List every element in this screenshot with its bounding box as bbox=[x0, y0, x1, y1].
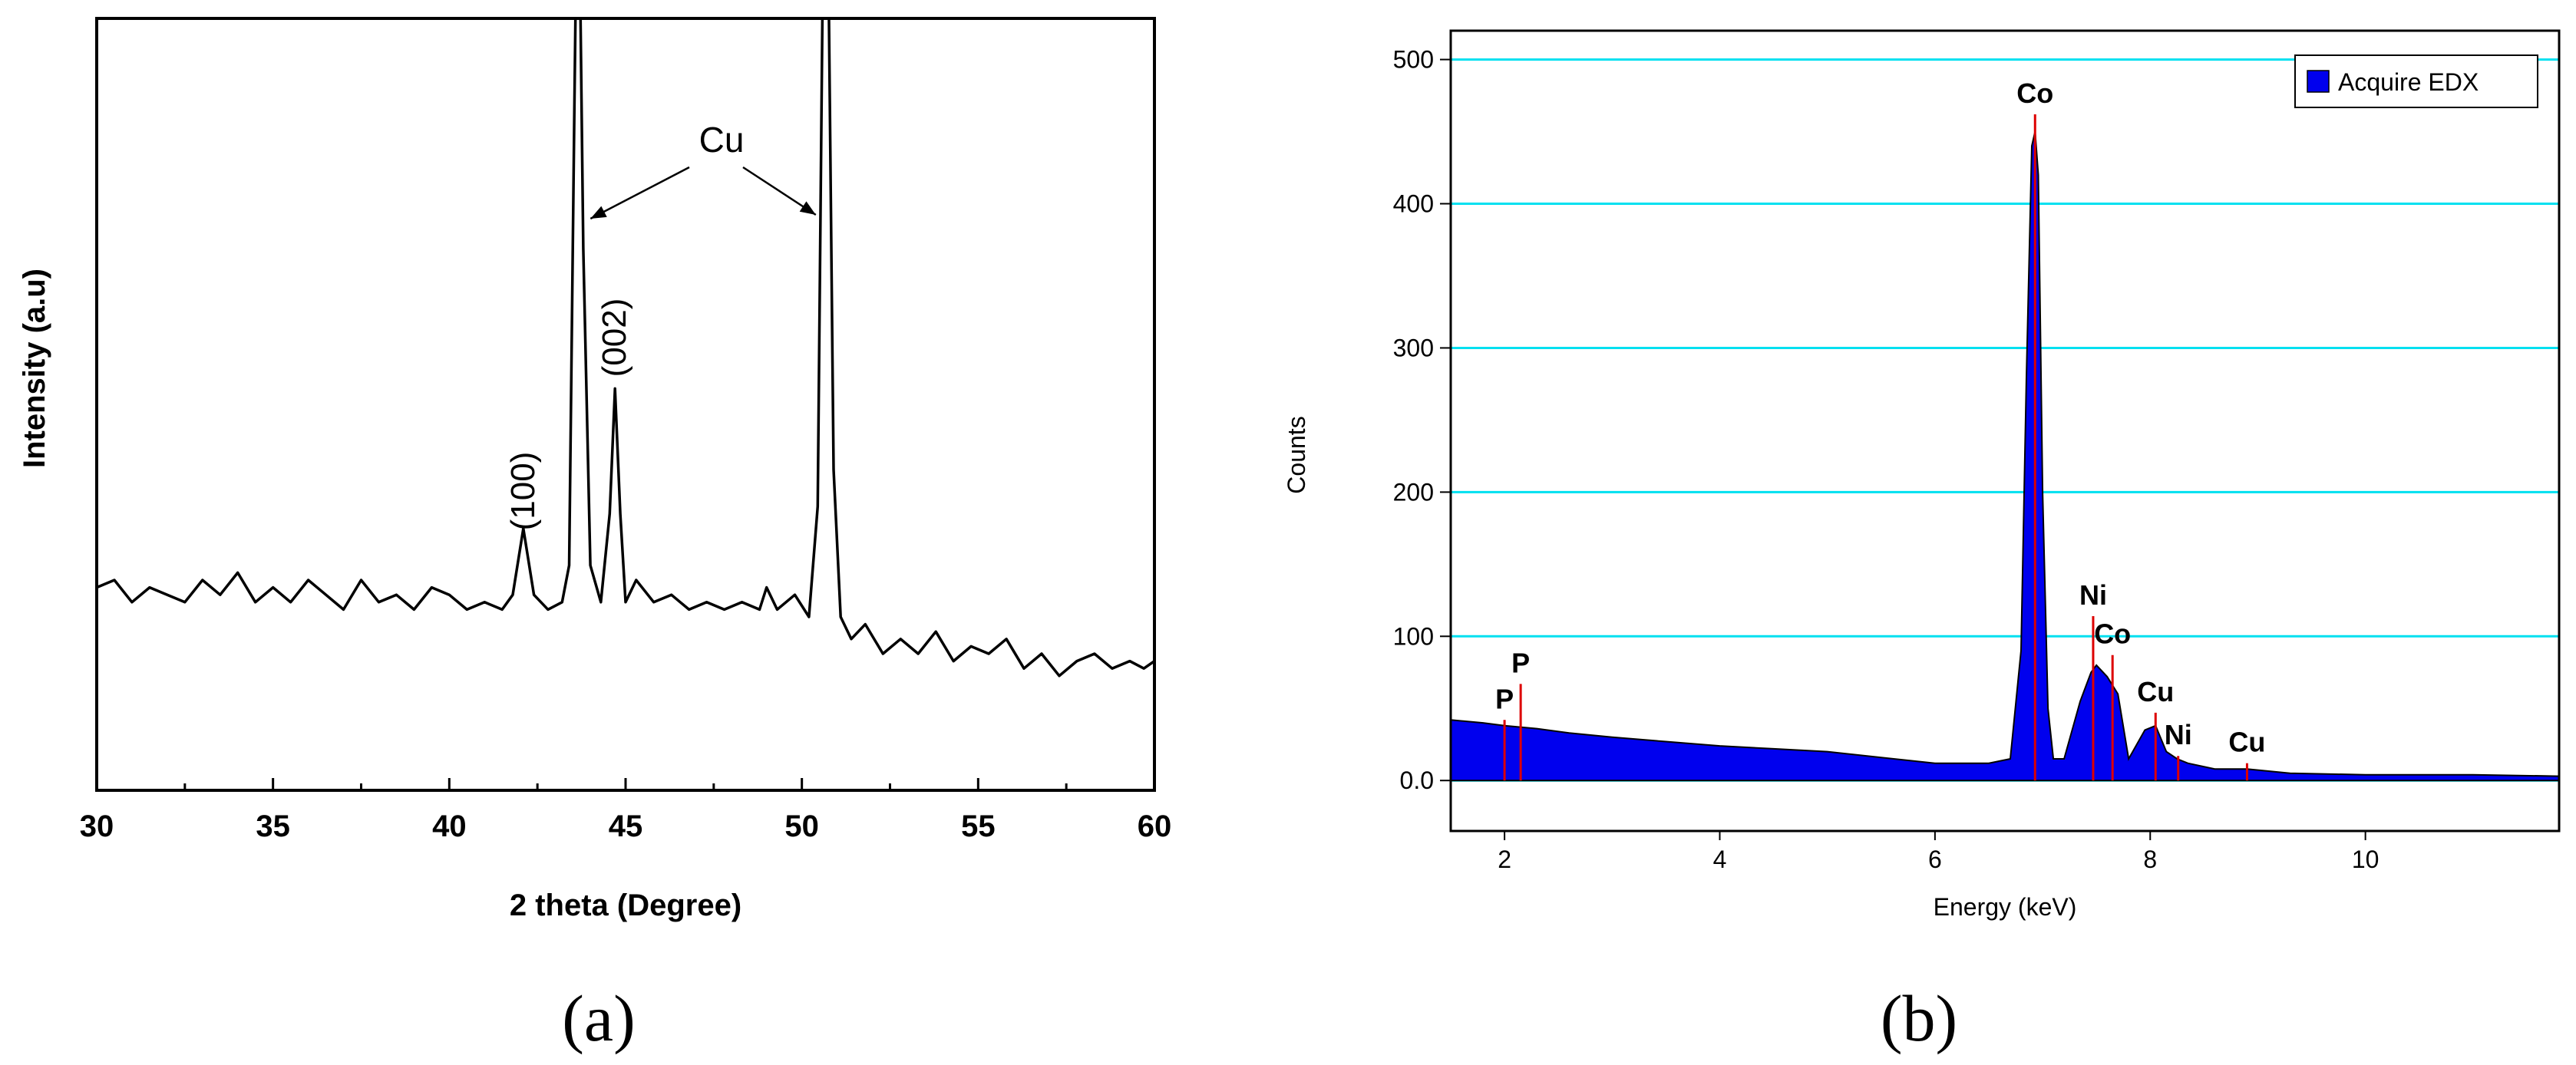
legend-box bbox=[2294, 54, 2538, 108]
edx-x-tick-label: 10 bbox=[2352, 846, 2379, 873]
edx-peak-label: Co bbox=[2016, 77, 2053, 109]
xrd-x-ticks: 30 35 40 45 50 55 60 bbox=[80, 778, 1172, 843]
edx-x-tick-label: 8 bbox=[2143, 846, 2157, 873]
legend-swatch bbox=[2307, 70, 2330, 93]
xrd-y-axis-label: Intensity (a.u) bbox=[18, 269, 51, 468]
edx-x-tick-label: 2 bbox=[1498, 846, 1511, 873]
edx-x-axis-label: Energy (keV) bbox=[1934, 893, 2077, 921]
edx-peak-label: Co bbox=[2094, 618, 2131, 650]
legend-label: Acquire EDX bbox=[2338, 68, 2479, 96]
panel-label-a: (a) bbox=[562, 981, 635, 1055]
edx-gridlines bbox=[1451, 58, 2559, 782]
edx-y-tick-label: 200 bbox=[1393, 478, 1434, 506]
xrd-x-tick-label: 45 bbox=[609, 809, 643, 843]
edx-y-tick-label: 300 bbox=[1393, 334, 1434, 361]
cu-arrow bbox=[590, 166, 690, 220]
edx-y-tick-label: 0.0 bbox=[1400, 767, 1434, 794]
edx-peak-label: P bbox=[1495, 683, 1514, 714]
xrd-x-tick-label: 40 bbox=[432, 809, 467, 843]
edx-peak-label: Cu bbox=[2228, 727, 2265, 758]
edx-spectrum-area bbox=[1451, 131, 2559, 782]
xrd-panel: 30 35 40 45 50 55 60 2 theta (Degree) Intensit… bbox=[18, 17, 1172, 1055]
edx-y-tick-label: 400 bbox=[1393, 190, 1434, 218]
cu-arrowhead bbox=[799, 201, 816, 215]
edx-y-tick-label: 500 bbox=[1393, 46, 1434, 74]
miller-index-label: (002) bbox=[596, 298, 633, 378]
edx-y-tick-label: 100 bbox=[1393, 622, 1434, 650]
xrd-x-tick-label: 50 bbox=[784, 809, 819, 843]
edx-peak-label: P bbox=[1511, 647, 1530, 678]
edx-y-ticks: 0.0 100 200 300 400 500 bbox=[1393, 46, 1451, 794]
xrd-x-axis-label: 2 theta (Degree) bbox=[510, 889, 741, 922]
edx-plot-frame bbox=[1449, 29, 2561, 833]
xrd-x-tick-label: 55 bbox=[961, 809, 996, 843]
edx-peak-markers bbox=[1503, 114, 2248, 781]
edx-x-tick-label: 6 bbox=[1928, 846, 1942, 873]
cu-annotation-label: Cu bbox=[699, 120, 745, 160]
xrd-series-line bbox=[97, 18, 1154, 678]
cu-arrowhead bbox=[590, 206, 607, 219]
edx-legend: Acquire EDX bbox=[2294, 54, 2538, 108]
miller-index-label: (100) bbox=[504, 452, 542, 531]
xrd-annotations: Cu (100) (002) bbox=[504, 120, 817, 531]
edx-peak-label: Cu bbox=[2137, 676, 2174, 707]
edx-panel: 2 4 6 8 10 0.0 100 200 300 400 500 Energy (keV) C… bbox=[1283, 29, 2561, 1055]
xrd-x-tick-label: 35 bbox=[256, 809, 290, 843]
edx-peak-label: Ni bbox=[2079, 579, 2107, 611]
edx-y-axis-label: Counts bbox=[1283, 416, 1310, 493]
panel-label-b: (b) bbox=[1881, 981, 1957, 1055]
xrd-plot-frame bbox=[95, 17, 1156, 792]
edx-x-ticks: 2 4 6 8 10 bbox=[1498, 831, 2379, 873]
edx-x-tick-label: 4 bbox=[1713, 846, 1727, 873]
edx-peak-label: Ni bbox=[2165, 719, 2192, 750]
xrd-x-tick-label: 60 bbox=[1138, 809, 1172, 843]
xrd-x-tick-label: 30 bbox=[80, 809, 114, 843]
